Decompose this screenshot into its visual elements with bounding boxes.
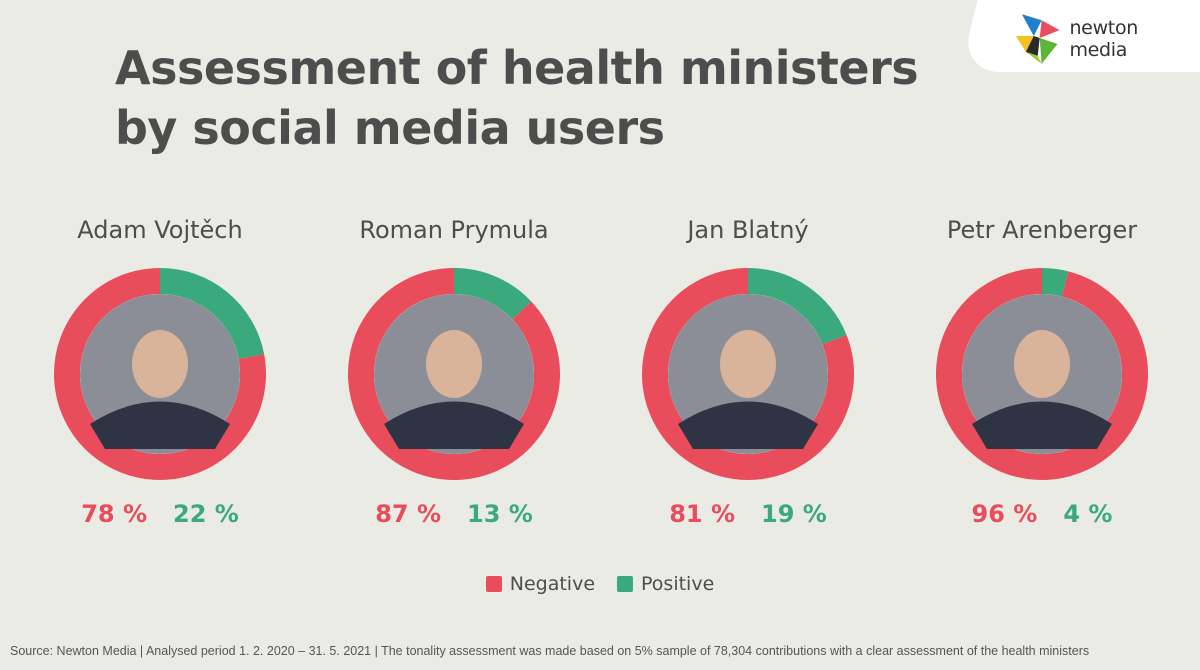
negative-segment <box>642 268 854 480</box>
minister-name: Adam Vojtěch <box>77 216 243 244</box>
positive-segment <box>747 268 847 345</box>
source-note: Source: Newton Media | Analysed period 1… <box>10 644 1090 658</box>
title-line-2: by social media users <box>115 101 665 155</box>
legend-label-negative: Negative <box>509 573 596 595</box>
negative-segment <box>54 268 266 480</box>
legend-item-negative: Negative <box>485 573 596 595</box>
positive-percent: 4 % <box>1063 500 1113 528</box>
minister-4: Petr Arenberger 96 % 4 % <box>892 210 1192 528</box>
positive-percent: 13 % <box>467 500 533 528</box>
donut-chart-1 <box>54 268 266 480</box>
portrait-body <box>678 401 818 449</box>
negative-percent: 96 % <box>971 500 1038 528</box>
positive-segment <box>453 268 532 320</box>
portrait-head <box>1014 330 1070 398</box>
negative-segment <box>936 268 1148 480</box>
legend-item-positive: Positive <box>617 573 714 595</box>
portrait-head <box>720 330 776 398</box>
newton-media-logo: newton media <box>1012 10 1200 68</box>
donut-chart-4 <box>936 268 1148 480</box>
donut-chart-3 <box>642 268 854 480</box>
positive-percent: 19 % <box>761 500 827 528</box>
portrait-body <box>90 401 230 449</box>
minister-2: Roman Prymula 87 % 13 % <box>304 210 604 528</box>
logo-text: newton media <box>1069 17 1139 61</box>
minister-3: Jan Blatný 81 % 19 % <box>598 210 898 528</box>
negative-segment <box>348 268 560 480</box>
positive-segment <box>159 268 265 360</box>
portrait-body <box>972 401 1112 449</box>
legend-swatch-positive <box>617 576 634 592</box>
positive-percent: 22 % <box>173 500 239 528</box>
minister-name: Petr Arenberger <box>946 216 1138 244</box>
newton-media-logo-icon <box>1015 14 1060 64</box>
donut-chart-2 <box>348 268 560 480</box>
legend-label-positive: Positive <box>641 573 715 595</box>
positive-segment <box>1041 268 1069 297</box>
minister-name: Jan Blatný <box>687 216 809 244</box>
title-line-1: Assessment of health ministers <box>115 41 919 95</box>
minister-name: Roman Prymula <box>359 216 549 244</box>
title: Assessment of health ministers by social… <box>115 38 919 158</box>
negative-percent: 78 % <box>81 500 147 528</box>
negative-percent: 87 % <box>375 500 441 528</box>
portrait-head <box>132 330 188 398</box>
negative-percent: 81 % <box>669 500 735 528</box>
legend: Negative Positive <box>0 573 1200 595</box>
portrait-body <box>384 401 524 449</box>
portrait-head <box>426 330 482 398</box>
minister-1: Adam Vojtěch 78 % 22 % <box>10 210 310 528</box>
legend-swatch-negative <box>485 576 502 592</box>
